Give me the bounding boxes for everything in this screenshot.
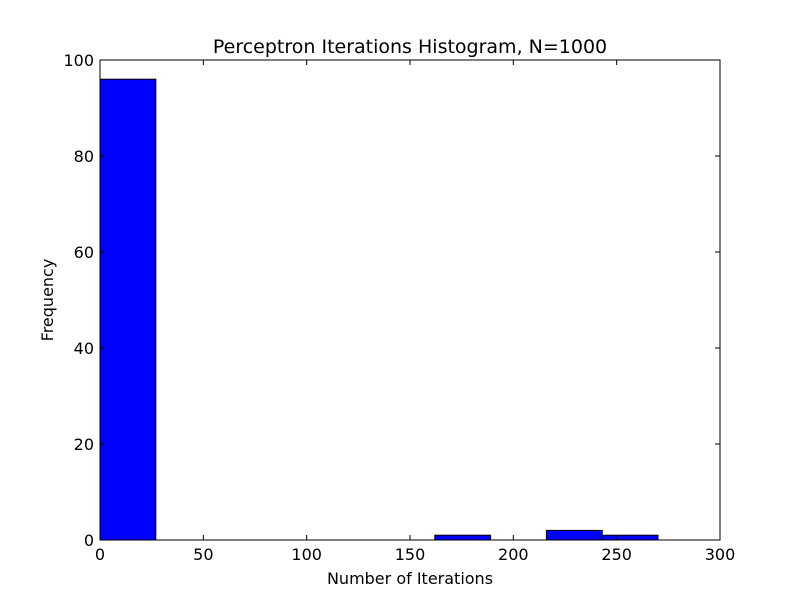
x-tick-label: 250 bbox=[601, 545, 632, 564]
x-tick-label: 200 bbox=[498, 545, 529, 564]
y-tick-label: 80 bbox=[74, 147, 94, 166]
x-tick-label: 300 bbox=[705, 545, 736, 564]
y-tick-label: 0 bbox=[84, 531, 94, 550]
ticks-group: 0 50 100 150 200 250 300 0 20 40 60 80 100 bbox=[63, 51, 735, 564]
x-tick-label: 150 bbox=[395, 545, 426, 564]
x-tick-label: 0 bbox=[95, 545, 105, 564]
chart-title: Perceptron Iterations Histogram, N=1000 bbox=[213, 36, 607, 58]
y-tick-label: 20 bbox=[74, 435, 94, 454]
y-axis-title: Frequency bbox=[38, 259, 57, 342]
histogram-bar-0 bbox=[99, 78, 157, 541]
y-tick-label: 60 bbox=[74, 243, 94, 262]
histogram-bar-8 bbox=[545, 529, 603, 541]
x-axis-title: Number of Iterations bbox=[327, 569, 493, 588]
x-tick-label: 50 bbox=[193, 545, 213, 564]
y-tick-label: 40 bbox=[74, 339, 94, 358]
histogram-bar-6 bbox=[434, 534, 492, 541]
histogram-bar-9 bbox=[601, 534, 659, 541]
bars-group bbox=[99, 78, 659, 541]
x-tick-label: 100 bbox=[291, 545, 322, 564]
y-tick-label: 100 bbox=[63, 51, 94, 70]
plot-frame bbox=[99, 59, 721, 541]
